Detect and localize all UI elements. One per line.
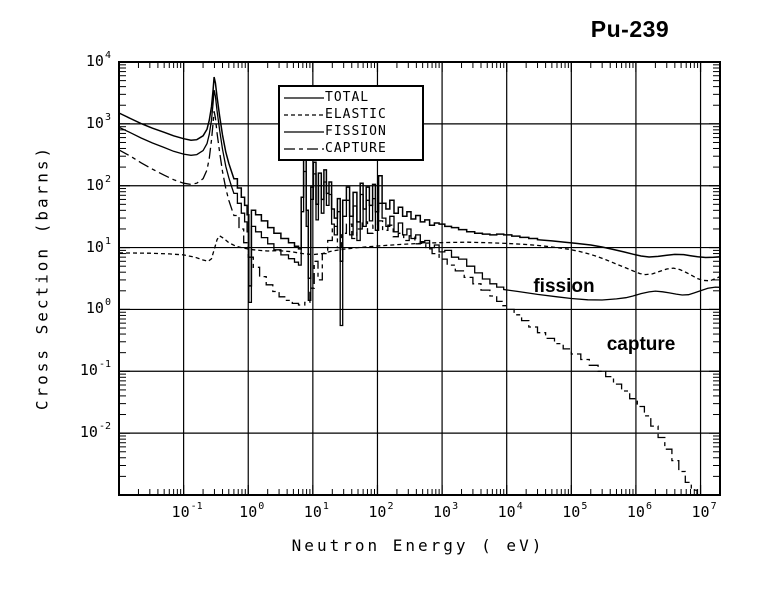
legend-line-sample bbox=[284, 147, 324, 150]
legend-entry-total: TOTAL bbox=[284, 90, 418, 106]
curve-capture bbox=[118, 111, 698, 495]
x-tick-label: 101 bbox=[303, 501, 329, 521]
curve-fission bbox=[118, 90, 721, 327]
x-tick-label: 106 bbox=[626, 501, 652, 521]
y-tick-label: 100 bbox=[85, 297, 111, 318]
legend: TOTAL ELASTIC FISSION CAPTURE bbox=[278, 85, 424, 161]
legend-label: ELASTIC bbox=[325, 107, 387, 122]
x-tick-label: 100 bbox=[239, 501, 265, 521]
x-tick-label: 105 bbox=[562, 501, 588, 521]
y-tick-label: 104 bbox=[85, 50, 111, 70]
legend-entry-capture: CAPTURE bbox=[284, 141, 418, 157]
y-tick-label: 10-2 bbox=[79, 421, 111, 442]
legend-entry-fission: FISSION bbox=[284, 124, 418, 140]
x-tick-label: 102 bbox=[368, 501, 394, 521]
curve-elastic bbox=[118, 234, 721, 282]
x-tick-label: 10-1 bbox=[171, 501, 203, 521]
plot-border bbox=[118, 61, 721, 496]
y-tick-label: 10-1 bbox=[79, 359, 111, 380]
curve-total bbox=[118, 76, 721, 287]
x-tick-label: 107 bbox=[691, 501, 717, 521]
legend-label: FISSION bbox=[325, 124, 387, 139]
y-axis-label: Cross Section (barns) bbox=[32, 144, 52, 411]
legend-line-sample bbox=[284, 96, 324, 99]
x-tick-label: 104 bbox=[497, 501, 523, 521]
legend-label: TOTAL bbox=[325, 90, 370, 105]
legend-line-sample bbox=[284, 130, 324, 133]
x-axis-label: Neutron Energy ( eV) bbox=[291, 536, 545, 555]
legend-entry-elastic: ELASTIC bbox=[284, 107, 418, 123]
legend-line-sample bbox=[284, 113, 324, 116]
legend-label: CAPTURE bbox=[325, 141, 387, 156]
y-tick-label: 102 bbox=[85, 173, 111, 194]
chart-title: Pu-239 bbox=[590, 16, 670, 42]
y-tick-label: 103 bbox=[85, 111, 111, 132]
annotation-fission: fission bbox=[533, 276, 595, 298]
y-tick-label: 101 bbox=[85, 235, 111, 256]
x-tick-label: 103 bbox=[433, 501, 459, 521]
annotation-capture: capture bbox=[606, 333, 676, 355]
